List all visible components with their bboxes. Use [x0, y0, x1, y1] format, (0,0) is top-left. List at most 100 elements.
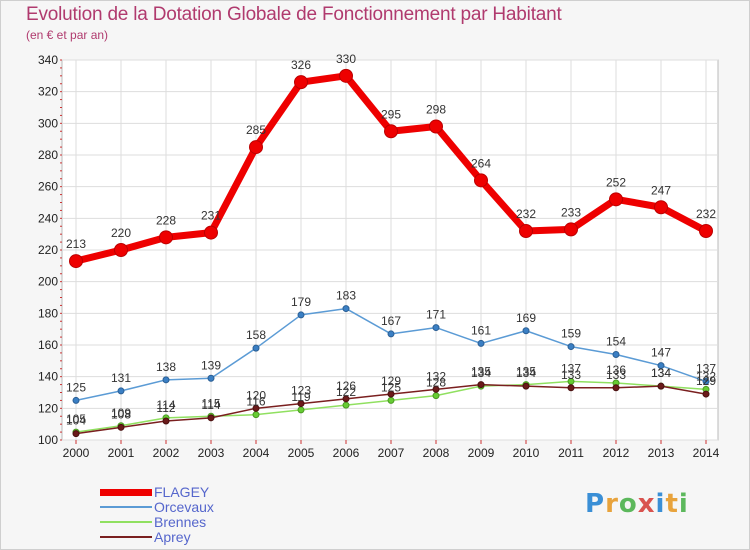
data-point-orcevaux [702, 377, 710, 385]
data-point-aprey [567, 384, 575, 392]
data-point-brennes [387, 396, 395, 404]
data-label-orcevaux: 161 [471, 323, 491, 337]
axes: 100 120 140 160 180 200 220 240 260 280 300 320 340 2… [38, 53, 720, 460]
logo-letter: i [655, 489, 666, 519]
y-tick-label: 260 [38, 180, 58, 194]
x-tick-label: 2009 [468, 446, 495, 460]
data-label-aprey: 129 [381, 374, 401, 388]
data-label-flagey: 232 [516, 207, 536, 221]
data-label-orcevaux: 169 [516, 311, 536, 325]
y-tick-label: 240 [38, 211, 58, 225]
data-point-orcevaux [477, 339, 485, 347]
data-label-flagey: 330 [336, 52, 356, 66]
data-label-brennes: 116 [246, 395, 265, 409]
data-label-brennes: 115 [201, 396, 220, 410]
data-label-orcevaux: 147 [651, 346, 671, 360]
data-label-brennes: 136 [606, 363, 626, 377]
y-tick-label: 100 [38, 433, 58, 447]
data-label-aprey: 108 [111, 407, 131, 421]
data-label-flagey: 233 [561, 205, 581, 219]
data-label-orcevaux: 167 [381, 314, 401, 328]
data-label-flagey: 231 [201, 209, 221, 223]
x-tick-label: 2005 [288, 446, 315, 460]
data-label-aprey: 134 [651, 366, 671, 380]
legend-label: FLAGEY [154, 484, 210, 500]
data-label-flagey: 252 [606, 175, 626, 189]
data-label-aprey: 134 [516, 366, 536, 380]
y-tick-label: 160 [38, 338, 58, 352]
data-point-aprey [522, 382, 530, 390]
data-label-orcevaux: 154 [606, 335, 626, 349]
data-point-aprey [387, 390, 395, 398]
data-label-orcevaux: 171 [426, 308, 446, 322]
data-point-orcevaux [72, 396, 80, 404]
data-point-orcevaux [657, 362, 665, 370]
data-label-flagey: 326 [291, 58, 311, 72]
series-layer [69, 68, 713, 438]
data-point-flagey [69, 254, 83, 269]
logo-letter: r [605, 489, 619, 519]
data-point-orcevaux [207, 374, 215, 382]
data-label-aprey: 133 [561, 368, 581, 382]
data-point-aprey [432, 385, 440, 393]
data-label-aprey: 104 [66, 414, 86, 428]
data-label-brennes: 137 [561, 361, 581, 375]
legend-label: Brennes [154, 514, 207, 530]
data-label-aprey: 126 [336, 379, 356, 393]
data-point-aprey [207, 414, 215, 422]
x-tick-label: 2011 [558, 446, 584, 460]
x-tick-label: 2006 [333, 446, 360, 460]
data-point-orcevaux [432, 324, 440, 332]
data-label-brennes: 105 [66, 412, 86, 426]
data-label-brennes: 134 [651, 366, 671, 380]
data-point-aprey [117, 423, 125, 431]
data-label-flagey: 295 [381, 107, 401, 121]
x-tick-label: 2002 [153, 446, 180, 460]
data-point-orcevaux [567, 343, 575, 351]
data-label-brennes: 122 [336, 385, 356, 399]
data-label-aprey: 132 [426, 369, 446, 383]
legend-label: Orcevaux [154, 499, 214, 515]
data-point-flagey [654, 200, 668, 215]
y-tick-label: 220 [38, 243, 58, 257]
y-tick-label: 200 [38, 275, 58, 289]
logo-letter: o [618, 489, 638, 519]
data-label-brennes: 114 [156, 398, 175, 412]
data-point-flagey [339, 68, 353, 83]
x-tick-label: 2000 [63, 446, 90, 460]
data-point-aprey [297, 400, 305, 408]
data-label-orcevaux: 158 [246, 328, 266, 342]
data-label-aprey: 135 [471, 365, 491, 379]
legend-label: Aprey [154, 529, 191, 545]
data-point-flagey [519, 224, 533, 238]
data-point-brennes [432, 392, 440, 400]
chart-title: Evolution de la Dotation Globale de Fonc… [26, 4, 562, 25]
y-tick-label: 340 [38, 53, 58, 67]
data-point-orcevaux [252, 344, 260, 352]
data-point-brennes [342, 401, 350, 409]
data-point-flagey [249, 140, 263, 155]
y-tick-label: 320 [38, 85, 58, 99]
data-point-flagey [699, 224, 713, 238]
data-label-brennes: 128 [426, 376, 446, 390]
data-label-orcevaux: 179 [291, 295, 311, 309]
data-point-aprey [162, 417, 170, 425]
data-label-brennes: 109 [111, 406, 131, 420]
data-point-aprey [72, 430, 80, 438]
grid-lines [62, 59, 718, 441]
x-tick-label: 2007 [378, 446, 405, 460]
data-label-flagey: 232 [696, 207, 716, 221]
data-point-orcevaux [387, 330, 395, 338]
data-point-brennes [297, 406, 305, 414]
data-point-flagey [384, 124, 398, 139]
x-tick-label: 2004 [243, 446, 270, 460]
data-label-flagey: 298 [426, 103, 446, 117]
y-tick-label: 180 [38, 306, 58, 320]
data-labels: 213 220 228 231 285 326 330 295 298 264 232 233 252 2… [66, 52, 716, 428]
data-label-aprey: 112 [156, 401, 175, 415]
data-label-brennes: 125 [381, 380, 401, 394]
data-point-orcevaux [117, 387, 125, 395]
data-point-orcevaux [162, 376, 170, 384]
proxiti-logo: Proxiti [585, 489, 689, 519]
legend-swatch [100, 489, 152, 496]
